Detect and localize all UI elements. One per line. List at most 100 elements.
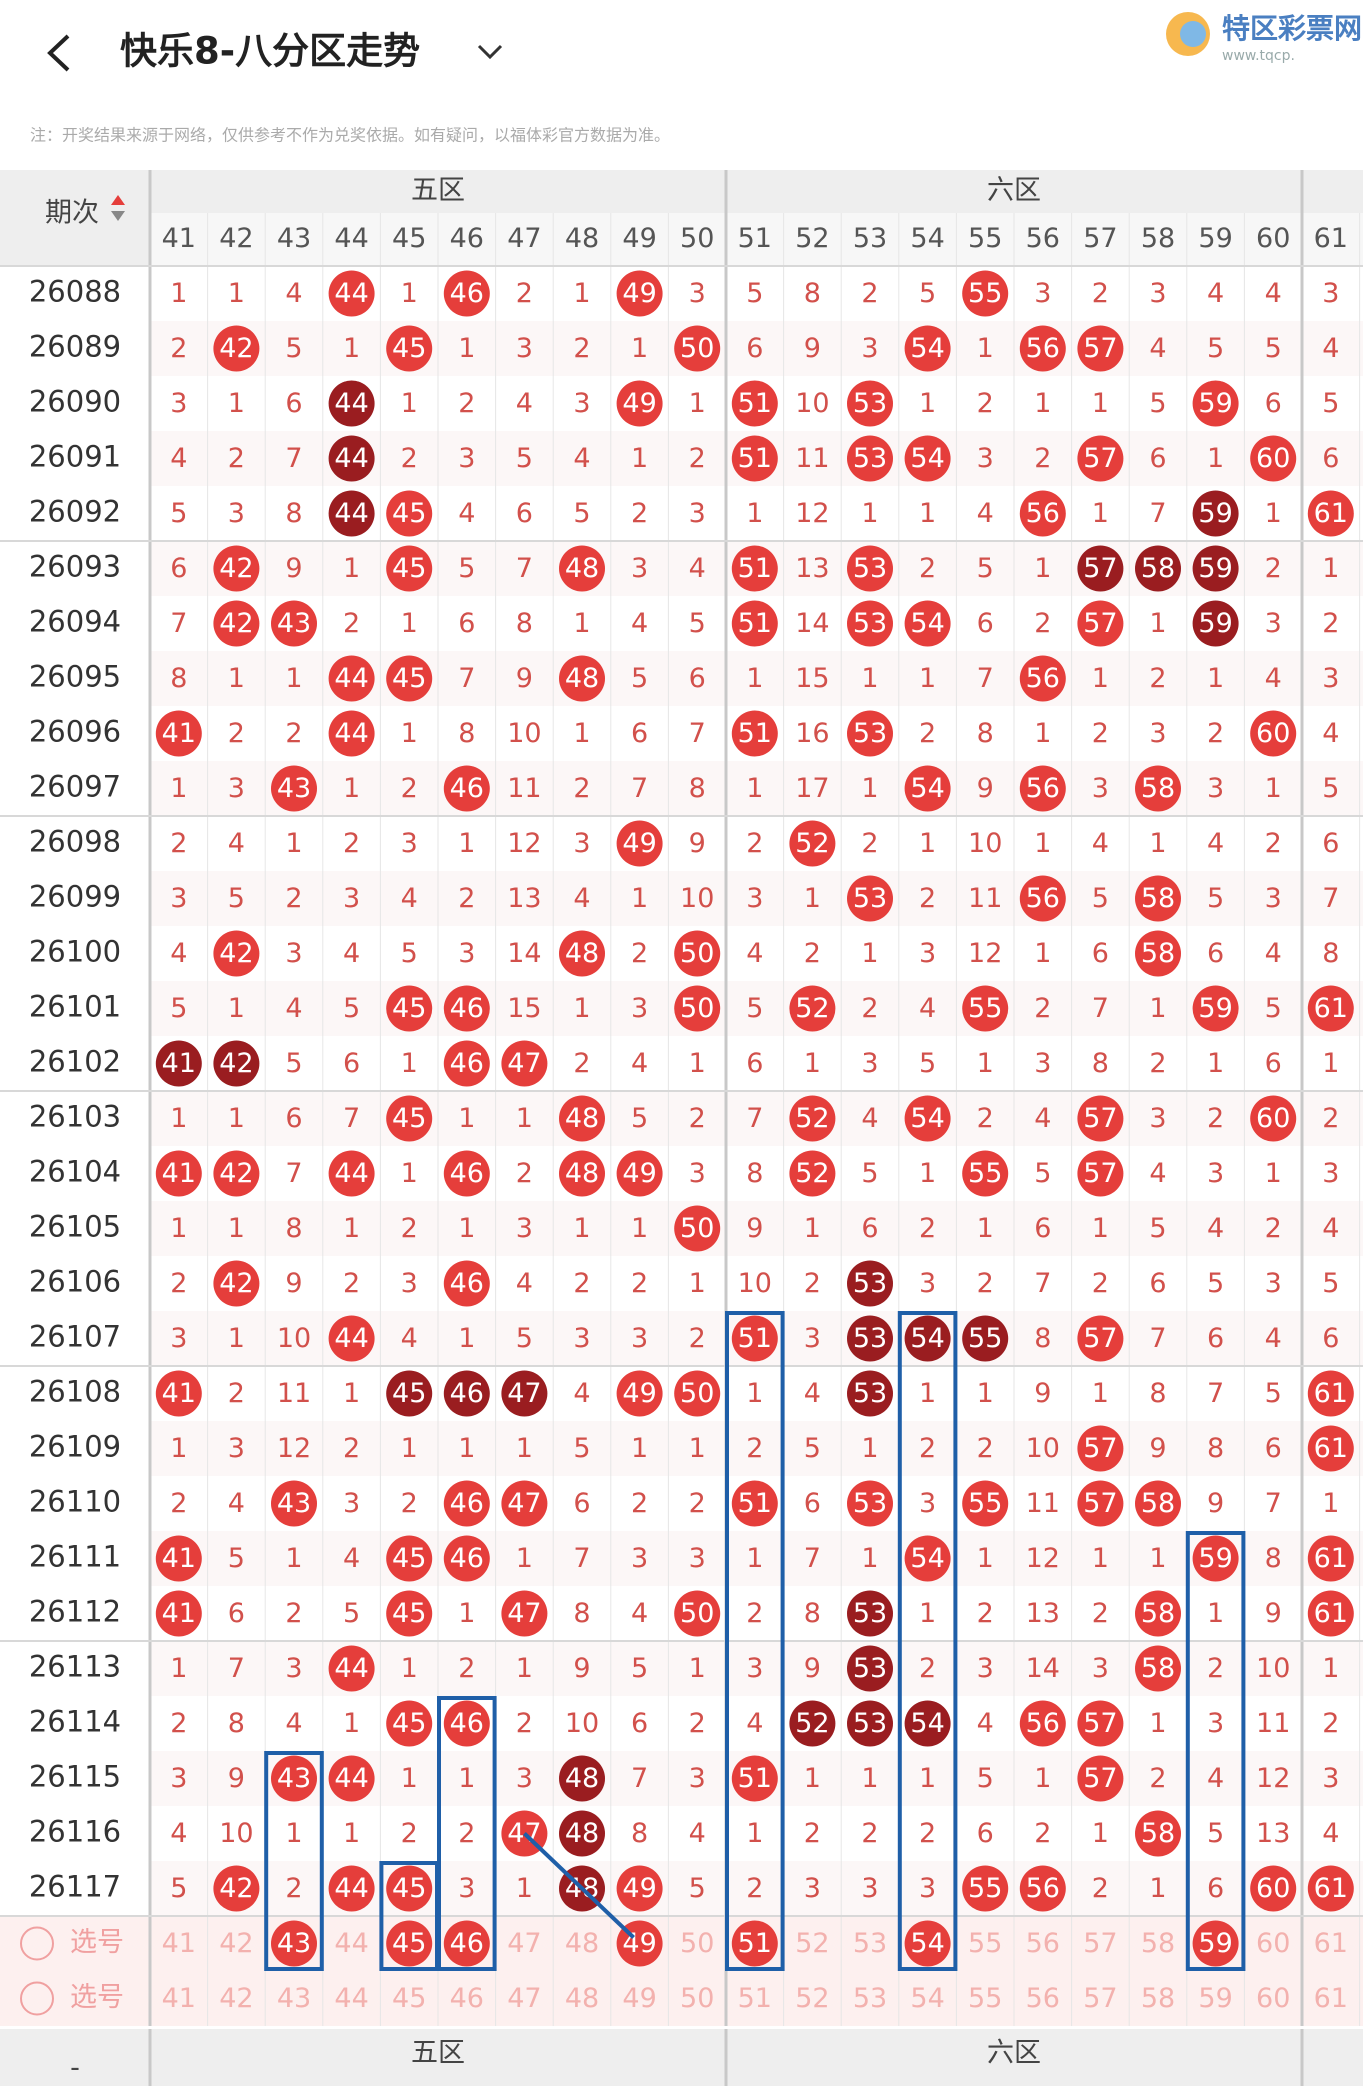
select-number[interactable]: 53 (853, 1983, 887, 2014)
hit-number: 44 (334, 498, 368, 529)
miss-count: 2 (689, 1103, 706, 1134)
period: 26111 (29, 1540, 121, 1574)
select-number[interactable]: 47 (507, 1928, 541, 1959)
miss-count: 3 (573, 388, 590, 419)
hit-ball (443, 1040, 490, 1087)
sort-down (111, 211, 125, 221)
hit-number: 48 (565, 1158, 599, 1189)
miss-count: 3 (516, 333, 533, 364)
select-number[interactable]: 48 (565, 1928, 599, 1959)
select-number[interactable]: 56 (1026, 1928, 1060, 1959)
select-number[interactable]: 55 (968, 1983, 1002, 2014)
select-number[interactable]: 57 (1083, 1928, 1117, 1959)
select-number[interactable]: 55 (968, 1928, 1002, 1959)
miss-count: 4 (573, 883, 590, 914)
hit-number: 46 (450, 1488, 484, 1519)
select-number[interactable]: 54 (910, 1983, 944, 2014)
select-number[interactable]: 52 (795, 1928, 829, 1959)
miss-count: 10 (565, 1708, 599, 1739)
hit-number: 54 (910, 333, 944, 364)
picked-number: 54 (910, 1928, 944, 1959)
hit-number: 59 (1198, 993, 1232, 1024)
miss-count: 3 (804, 1323, 821, 1354)
hit-number: 56 (1026, 663, 1060, 694)
select-number[interactable]: 61 (1314, 1983, 1348, 2014)
hit-ball (904, 1535, 951, 1582)
back-button[interactable] (47, 34, 70, 72)
hit-ball (386, 1700, 433, 1747)
miss-count: 1 (861, 938, 878, 969)
select-number[interactable]: 50 (680, 1983, 714, 2014)
hit-ball (1077, 1700, 1124, 1747)
miss-count: 9 (746, 1213, 763, 1244)
miss-count: 4 (977, 498, 994, 529)
miss-count: 8 (977, 718, 994, 749)
miss-count: 7 (631, 773, 648, 804)
select-radio[interactable] (20, 1981, 54, 2016)
select-number[interactable]: 52 (795, 1983, 829, 2014)
select-number[interactable]: 58 (1141, 1928, 1175, 1959)
hit-ball (904, 1095, 951, 1142)
miss-count: 6 (285, 388, 302, 419)
select-radio[interactable] (20, 1926, 54, 1961)
select-number[interactable]: 58 (1141, 1983, 1175, 2014)
column-header: 43 (277, 223, 311, 254)
select-label: 选号 (70, 1982, 124, 2013)
miss-count: 1 (401, 1653, 418, 1684)
select-number[interactable]: 41 (162, 1928, 196, 1959)
period: 26113 (29, 1650, 121, 1684)
hit-number: 53 (853, 718, 887, 749)
miss-count: 8 (746, 1158, 763, 1189)
select-number[interactable]: 60 (1256, 1983, 1290, 2014)
hit-number: 44 (334, 443, 368, 474)
miss-count: 5 (516, 1323, 533, 1354)
select-number[interactable]: 51 (738, 1983, 772, 2014)
miss-count: 1 (401, 1048, 418, 1079)
hit-ball-repeat (847, 1590, 893, 1637)
miss-count: 7 (170, 608, 187, 639)
select-number[interactable]: 53 (853, 1928, 887, 1959)
miss-count: 1 (1034, 718, 1051, 749)
hit-number: 45 (392, 1598, 426, 1629)
miss-count: 3 (516, 1763, 533, 1794)
select-number[interactable]: 57 (1083, 1983, 1117, 2014)
hit-ball (386, 545, 433, 592)
select-number[interactable]: 43 (277, 1983, 311, 2014)
dropdown[interactable] (477, 44, 503, 60)
select-number[interactable]: 46 (450, 1983, 484, 2014)
column-header: 44 (334, 223, 368, 254)
select-number[interactable]: 42 (219, 1928, 253, 1959)
miss-count: 6 (746, 1048, 763, 1079)
miss-count: 1 (228, 278, 245, 309)
select-number[interactable]: 56 (1026, 1983, 1060, 2014)
select-number[interactable]: 50 (680, 1928, 714, 1959)
miss-count: 8 (170, 663, 187, 694)
miss-count: 4 (170, 938, 187, 969)
select-number[interactable]: 48 (565, 1983, 599, 2014)
select-number[interactable]: 41 (162, 1983, 196, 2014)
select-number[interactable]: 61 (1314, 1928, 1348, 1959)
miss-count: 3 (977, 1653, 994, 1684)
hit-ball (1307, 1535, 1354, 1582)
hit-ball (271, 600, 317, 647)
select-number[interactable]: 60 (1256, 1928, 1290, 1959)
select-number[interactable]: 45 (392, 1983, 426, 2014)
hit-number: 56 (1026, 1873, 1060, 1904)
hit-number: 54 (910, 1323, 944, 1354)
miss-count: 5 (170, 993, 187, 1024)
miss-count: 5 (228, 1543, 245, 1574)
annotation-box (725, 1311, 785, 1971)
select-number[interactable]: 49 (622, 1983, 656, 2014)
select-number[interactable]: 59 (1198, 1983, 1232, 2014)
miss-count: 3 (1322, 1158, 1339, 1189)
hit-ball (1135, 875, 1181, 922)
period: 26095 (29, 660, 121, 694)
select-number[interactable]: 42 (219, 1983, 253, 2014)
hit-ball (1019, 325, 1066, 372)
miss-count: 2 (170, 333, 187, 364)
miss-count: 2 (919, 718, 936, 749)
select-number[interactable]: 44 (334, 1928, 368, 1959)
select-number[interactable]: 47 (507, 1983, 541, 2014)
column-header: 56 (1026, 223, 1060, 254)
select-number[interactable]: 44 (334, 1983, 368, 2014)
